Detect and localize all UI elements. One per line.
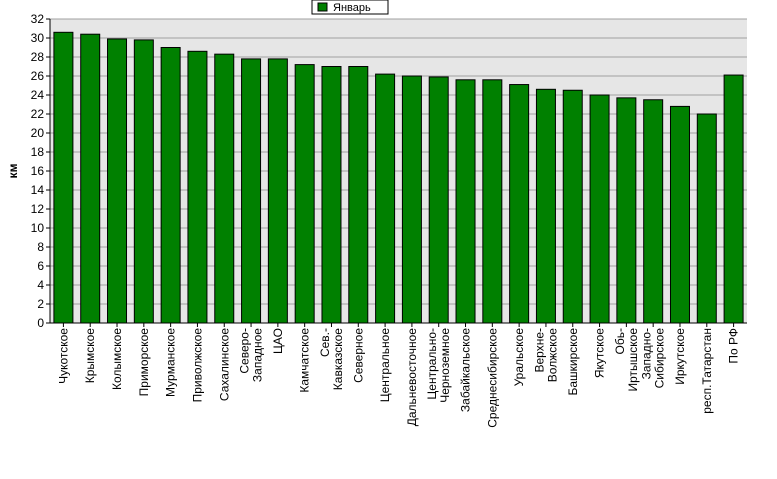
x-tick-label: респ.Татарстан (700, 328, 714, 414)
x-tick-label: Верхне- (532, 328, 546, 373)
x-tick-label: Западно- (640, 328, 654, 379)
bar (723, 74, 744, 324)
bar (455, 79, 476, 324)
x-tick-label: Иркутское (673, 328, 687, 385)
bar (348, 66, 369, 324)
legend-label: Январь (333, 2, 371, 14)
bar (375, 73, 396, 324)
x-tick-label: Приморское (137, 328, 151, 397)
x-tick-label: Сахалинское (217, 328, 231, 401)
y-tick-label: 14 (31, 183, 45, 197)
y-tick-label: 12 (31, 202, 45, 216)
x-tick-label: Черноземное (438, 328, 452, 403)
legend: Январь (311, 0, 389, 15)
y-tick-label: 26 (31, 69, 45, 83)
x-tick-label: Северо- (238, 328, 252, 374)
bar (428, 76, 449, 324)
bar (107, 38, 128, 324)
y-axis-label: км (6, 163, 20, 178)
y-tick-label: 8 (37, 240, 44, 254)
x-tick-label: Западное (251, 328, 265, 382)
x-tick-label: Камчатское (298, 328, 312, 393)
y-tick-label: 20 (31, 126, 45, 140)
x-tick-label: Иртышское (626, 328, 640, 392)
legend-box (311, 0, 389, 15)
x-tick-label: Центрально- (425, 328, 439, 400)
y-tick-label: 30 (31, 31, 45, 45)
bar (669, 105, 690, 324)
x-tick-label: Приволжское (190, 328, 204, 403)
y-tick-label: 24 (31, 88, 45, 102)
y-tick-label: 16 (31, 164, 45, 178)
x-tick-label: Центральное (378, 328, 392, 403)
y-tick-label: 6 (37, 259, 44, 273)
y-tick-label: 2 (37, 297, 44, 311)
bar (241, 58, 262, 324)
y-tick-label: 22 (31, 107, 45, 121)
bar (589, 94, 610, 324)
bar (53, 31, 74, 324)
bar (616, 97, 637, 324)
x-tick-label: Дальневосточное (405, 328, 419, 427)
x-tick-label: Колымское (110, 328, 124, 390)
bar (187, 50, 208, 324)
y-tick-label: 18 (31, 145, 45, 159)
x-tick-label: Уральское (512, 328, 526, 387)
y-tick-label: 4 (37, 278, 44, 292)
bar (509, 84, 530, 324)
x-axis-labels: Чукотское Крымское Колымское Приморское Мурм… (56, 323, 741, 428)
bar (80, 33, 101, 324)
bar (562, 89, 583, 324)
y-tick-label: 0 (37, 316, 44, 330)
bar (160, 47, 181, 324)
bar (643, 99, 664, 324)
x-tick-label: Сев.- (318, 328, 332, 357)
y-tick-label: 32 (31, 12, 45, 26)
x-tick-label: Волжское (545, 328, 559, 383)
x-tick-label: Башкирское (566, 328, 580, 396)
x-tick-label: ЦАО (271, 328, 285, 354)
x-tick-label: Среднесибирское (485, 328, 499, 428)
bar (214, 53, 235, 324)
x-tick-label: Якутское (593, 328, 607, 378)
x-tick-label: Сибирское (653, 328, 667, 389)
bar (482, 79, 503, 324)
legend-swatch (317, 2, 328, 12)
x-tick-label: Забайкальское (459, 328, 473, 412)
x-tick-label: Кавказское (331, 328, 345, 391)
bar (294, 64, 315, 324)
x-tick-label: Крымское (83, 328, 97, 384)
bar (267, 58, 288, 324)
bar (401, 75, 422, 324)
x-tick-label: Чукотское (56, 328, 70, 384)
x-tick-label: По РФ (727, 328, 741, 364)
x-tick-label: Северное (351, 328, 365, 383)
bar (535, 88, 556, 324)
bar (133, 39, 154, 324)
x-tick-label: Обь- (613, 328, 627, 354)
bar (696, 113, 717, 324)
y-tick-label: 28 (31, 50, 45, 64)
bars (53, 31, 744, 324)
bar (321, 66, 342, 324)
y-tick-label: 10 (31, 221, 45, 235)
x-tick-label: Мурманское (164, 328, 178, 397)
